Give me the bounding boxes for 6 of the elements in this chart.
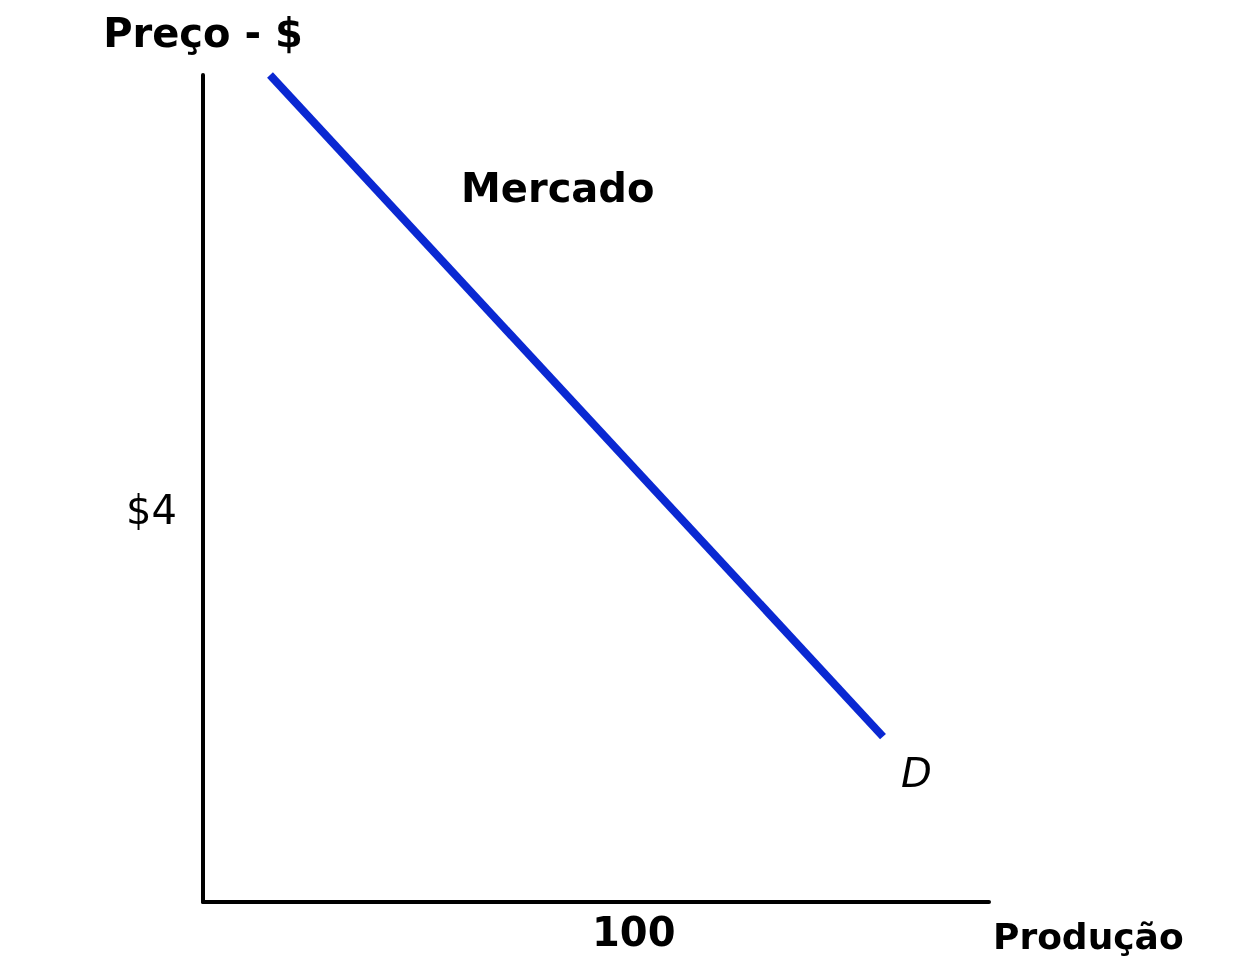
text: 100 (592, 909, 676, 955)
series-label: D (901, 749, 932, 796)
text: Mercado (461, 165, 655, 211)
y-axis-title: Preço - $ (103, 10, 303, 56)
text: $4 (126, 487, 178, 533)
x-axis-title: Produção (993, 915, 1184, 957)
